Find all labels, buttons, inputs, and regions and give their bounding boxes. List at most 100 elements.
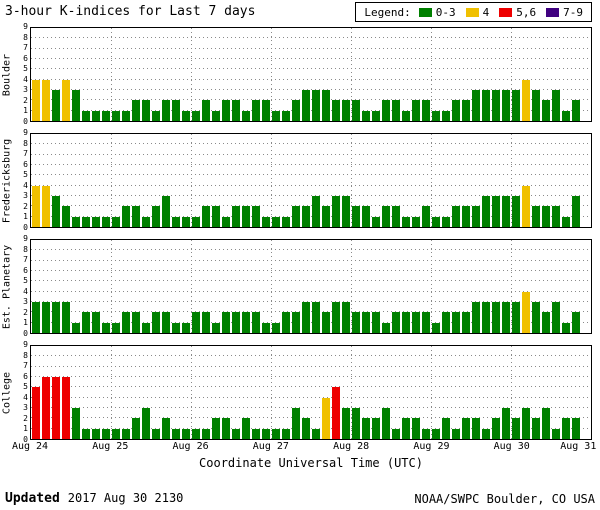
k-index-bar (452, 100, 460, 121)
k-index-bar (502, 90, 510, 121)
station-label: Est. Planetary (0, 239, 15, 334)
legend-items: 0-3 4 5,6 7-9 (418, 6, 583, 19)
legend-swatch (546, 7, 560, 17)
k-index-bar (111, 216, 120, 227)
horizontal-gridline (31, 99, 591, 101)
k-index-bar (392, 206, 400, 227)
footer-updated: Updated 2017 Aug 30 2130 (5, 491, 183, 506)
k-index-bar (232, 100, 240, 121)
legend-title: Legend: (364, 5, 411, 19)
footer: Updated 2017 Aug 30 2130 NOAA/SWPC Boulde… (5, 491, 595, 506)
k-index-bar (51, 377, 60, 439)
k-index-bar (172, 322, 180, 333)
k-index-bar (482, 302, 490, 333)
k-index-bar (132, 206, 140, 227)
y-tick-label: 0 (23, 329, 28, 338)
k-index-bar (162, 196, 170, 227)
k-index-bar (332, 100, 340, 121)
vertical-gridline (351, 134, 352, 227)
k-index-bar (122, 206, 130, 227)
k-index-bar (152, 110, 160, 121)
station-label: College (0, 345, 15, 440)
y-tick-label: 0 (23, 117, 28, 126)
k-index-bar (32, 185, 40, 227)
x-axis-tick-labels: Aug 24 Aug 25 Aug 26 Aug 27 Aug 28 Aug 29 Aug … (12, 441, 596, 454)
k-index-bar (432, 110, 440, 121)
k-index-bar (182, 428, 190, 439)
k-index-bar (452, 206, 460, 227)
vertical-gridline (111, 240, 112, 333)
horizontal-gridline (31, 184, 591, 186)
updated-label: Updated (5, 491, 60, 506)
x-tick-label: Aug 31 (560, 441, 597, 452)
k-index-bar (552, 302, 560, 333)
k-index-bar (351, 206, 360, 227)
vertical-gridline (511, 240, 512, 333)
k-index-bar (62, 206, 70, 227)
vertical-gridline (191, 134, 192, 227)
k-index-bar (422, 206, 430, 227)
k-index-bar (32, 387, 40, 439)
horizontal-gridline (31, 259, 591, 261)
k-index-bar (82, 110, 90, 121)
horizontal-gridline (31, 301, 591, 302)
k-index-bar (462, 418, 470, 439)
k-index-bar (282, 110, 290, 121)
horizontal-gridline (31, 386, 591, 388)
x-tick-label: Aug 24 (11, 441, 49, 452)
k-index-bar (532, 418, 540, 439)
vertical-gridline (111, 346, 112, 439)
y-tick-label: 6 (23, 371, 28, 381)
k-index-bar (402, 418, 410, 439)
k-index-bar (41, 185, 50, 227)
k-index-bar (312, 302, 320, 333)
k-index-bar (492, 302, 500, 333)
legend-swatch (418, 7, 432, 17)
x-tick-label: Aug 28 (333, 441, 370, 452)
y-tick-label: 8 (23, 350, 28, 360)
horizontal-gridline (31, 195, 591, 196)
k-index-bar (262, 100, 270, 121)
k-index-bar (242, 110, 250, 121)
y-tick-label: 5 (23, 64, 28, 74)
k-index-bar (562, 110, 570, 121)
vertical-gridline (351, 346, 352, 439)
horizontal-gridline (31, 290, 591, 292)
k-index-bar (532, 302, 540, 333)
y-tick-label: 1 (23, 106, 28, 116)
k-index-bar (522, 79, 530, 121)
k-index-bar (71, 90, 80, 121)
vertical-gridline (431, 346, 432, 439)
k-index-bar (452, 312, 460, 333)
k-index-bar (202, 206, 210, 227)
k-index-bar (532, 206, 540, 227)
k-index-bar (402, 110, 410, 121)
k-index-bar (382, 408, 390, 439)
k-index-bar (542, 408, 550, 439)
k-index-bar (62, 302, 70, 333)
k-index-bar (522, 408, 530, 439)
k-index-bar (272, 216, 280, 227)
plot-area (30, 27, 592, 122)
x-tick-label: Aug 29 (413, 441, 450, 452)
k-index-bar (462, 206, 470, 227)
y-tick-label: 9 (23, 234, 28, 243)
vertical-gridline (271, 28, 272, 121)
k-index-bar (322, 312, 330, 333)
k-index-bar (212, 110, 220, 121)
k-index-bar (262, 428, 270, 439)
k-index-bar (282, 216, 290, 227)
k-index-bar (51, 196, 60, 227)
k-index-bar (572, 100, 580, 121)
k-index-bar (562, 418, 570, 439)
k-index-bar (552, 428, 560, 439)
horizontal-gridline (31, 153, 591, 155)
k-index-bar (422, 428, 430, 439)
y-tick-label: 7 (23, 361, 28, 371)
k-index-bar (492, 90, 500, 121)
k-index-bar (262, 322, 270, 333)
horizontal-gridline (31, 215, 591, 217)
k-index-bar (222, 418, 230, 439)
k-index-bar (41, 79, 50, 121)
k-index-bar (252, 312, 260, 333)
